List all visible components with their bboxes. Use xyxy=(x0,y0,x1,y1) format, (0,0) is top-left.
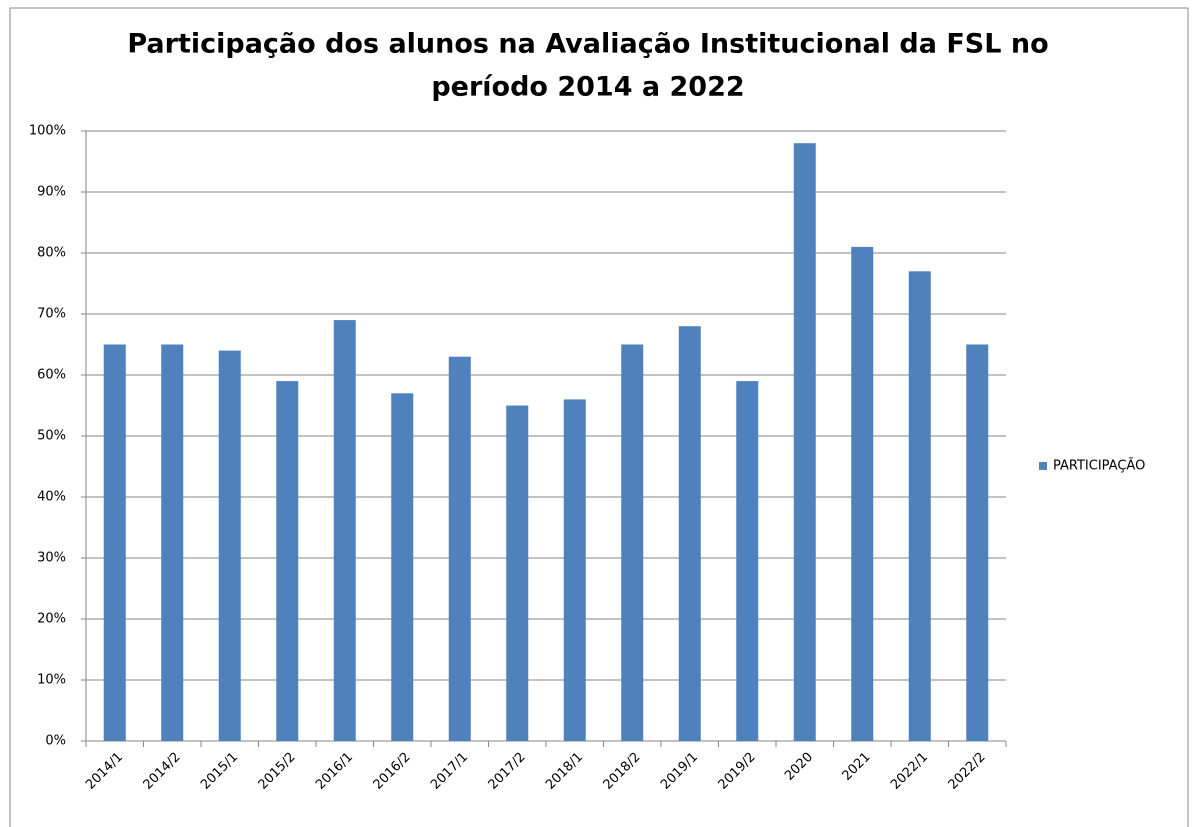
y-tick-label: 10% xyxy=(37,673,66,688)
bar xyxy=(793,143,816,741)
legend-swatch xyxy=(1039,462,1047,470)
bar xyxy=(851,246,874,741)
y-tick-label: 100% xyxy=(29,124,66,139)
bar xyxy=(621,344,644,741)
y-tick-label: 40% xyxy=(37,490,66,505)
bar xyxy=(391,393,414,741)
y-tick-label: 70% xyxy=(37,307,66,322)
bar xyxy=(563,399,586,741)
bar xyxy=(276,381,299,741)
y-tick-label: 60% xyxy=(37,368,66,383)
bar xyxy=(678,326,701,741)
bar xyxy=(966,344,989,741)
bar xyxy=(218,350,241,741)
y-tick-label: 50% xyxy=(37,429,66,444)
chart-title: Participação dos alunos na Avaliação Ins… xyxy=(127,29,1048,60)
y-tick-label: 20% xyxy=(37,612,66,627)
chart-frame xyxy=(9,7,1189,827)
bar xyxy=(908,271,931,741)
bar xyxy=(506,405,529,741)
bar xyxy=(333,320,356,741)
legend-label: PARTICIPAÇÃO xyxy=(1053,458,1145,474)
y-tick-label: 90% xyxy=(37,185,66,200)
bar xyxy=(103,344,126,741)
bar xyxy=(161,344,184,741)
y-tick-label: 80% xyxy=(37,246,66,261)
y-tick-label: 0% xyxy=(45,734,66,749)
chart-title: período 2014 a 2022 xyxy=(431,72,744,103)
bar xyxy=(448,356,471,741)
y-tick-label: 30% xyxy=(37,551,66,566)
bar xyxy=(736,381,759,741)
